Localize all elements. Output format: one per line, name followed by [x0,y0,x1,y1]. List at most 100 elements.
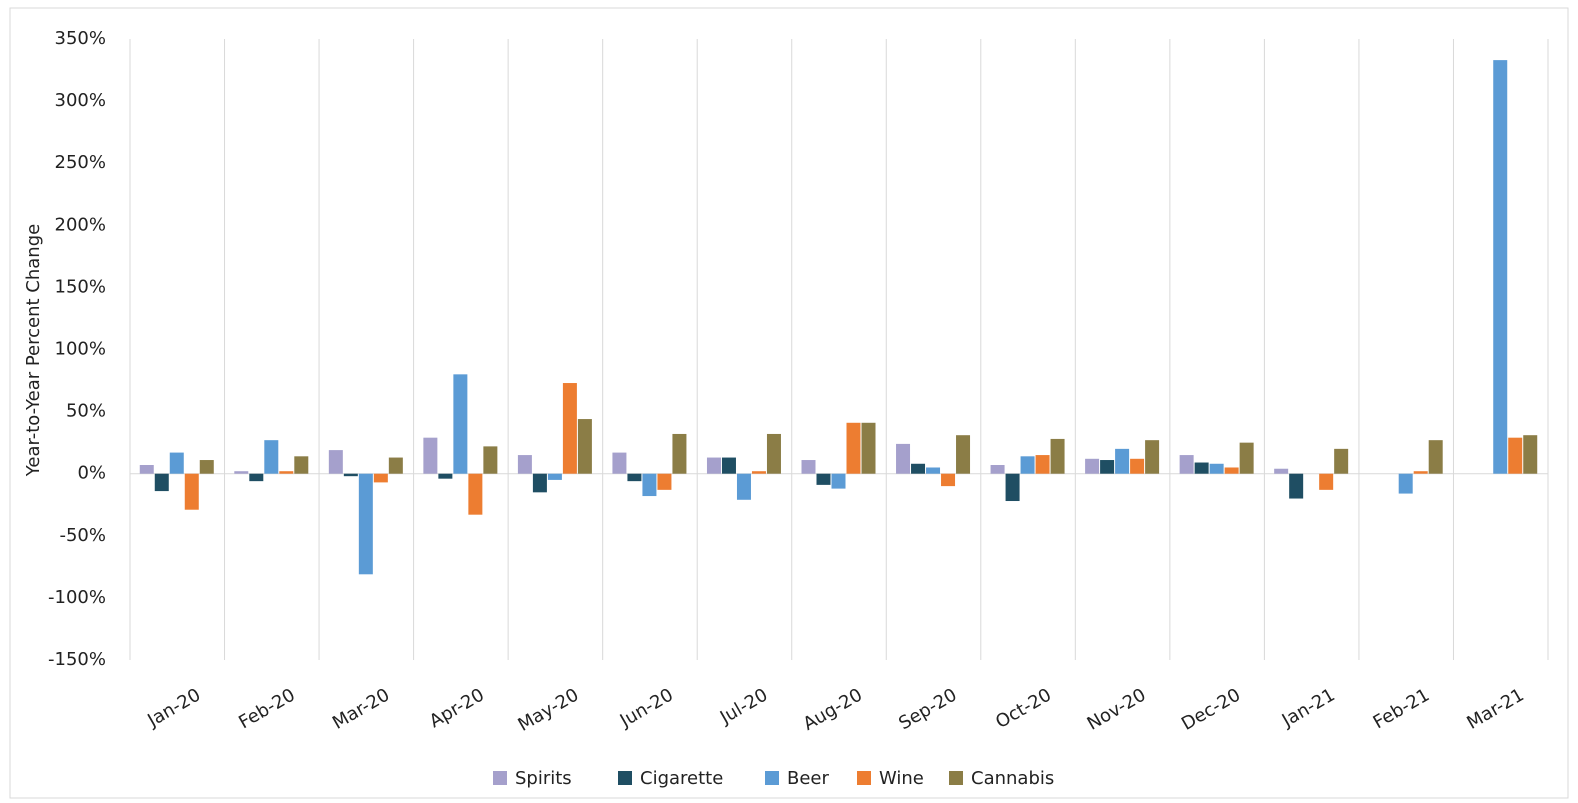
bar [1130,458,1145,474]
bar [139,465,154,474]
bar [279,471,294,474]
bar [831,473,846,489]
x-tick-label: Aug-20 [800,684,866,734]
bar [766,433,781,474]
bar [199,460,214,474]
bar [612,452,627,474]
bar [861,422,876,474]
bar [721,457,736,474]
chart-border [9,7,1569,799]
legend-label: Cannabis [971,768,1054,789]
bar [358,473,373,575]
bar [751,471,766,474]
bar [577,419,592,474]
bar [468,473,483,515]
bar [1085,458,1100,474]
bar [1115,448,1130,474]
bar [911,463,926,474]
bar [1100,460,1115,474]
x-tick-label: Jun-20 [616,684,677,731]
bar [154,473,169,492]
y-tick-label: 350% [55,28,106,49]
bar [294,456,309,474]
x-tick-label: Apr-20 [426,684,488,732]
legend-swatch [618,771,632,785]
x-tick-label: Dec-20 [1178,684,1244,734]
bar [1145,440,1160,474]
bar [483,446,498,474]
y-tick-label: 200% [55,214,106,235]
bar [453,374,468,474]
bar [956,435,971,474]
x-tick-label: Nov-20 [1084,684,1150,734]
x-tick-label: Mar-20 [329,684,393,733]
bar [846,422,861,474]
legend-swatch [949,771,963,785]
bar [706,457,721,474]
bar [1319,473,1334,490]
bar [517,455,532,474]
bar [1508,437,1523,474]
bar [1289,473,1304,499]
y-tick-label: 0% [77,463,106,484]
bar [990,465,1005,474]
legend-swatch [765,771,779,785]
x-tick-label: Feb-20 [235,684,299,733]
bar [1179,455,1194,474]
x-tick-label: Jan-20 [143,684,204,731]
bar [249,473,264,482]
bar [1224,467,1239,474]
y-axis-label: Year-to-Year Percent Change [23,224,44,477]
bar [896,443,911,474]
x-tick-label: Jan-21 [1278,684,1339,731]
bar [373,473,388,483]
x-tick-label: Mar-21 [1463,684,1527,733]
bar [801,460,816,474]
bar [1050,438,1065,474]
bar [423,437,438,474]
legend-label: Cigarette [640,768,723,789]
y-tick-label: -150% [48,649,106,670]
bar [627,473,642,482]
bar [343,473,358,477]
bar [169,452,184,474]
bar [438,473,453,479]
legend-label: Wine [879,768,924,789]
bar [547,473,562,480]
bar [1334,448,1349,474]
x-tick-label: Feb-21 [1370,684,1434,733]
bar [1239,442,1254,474]
bar [264,440,279,474]
x-tick-label: May-20 [514,684,582,735]
bar [1005,473,1020,502]
x-tick-label: Jul-20 [716,684,772,728]
y-tick-label: -100% [48,587,106,608]
bar [1413,471,1428,474]
bar [941,473,956,487]
bar [642,473,657,497]
y-tick-label: 250% [55,152,106,173]
bar [1035,455,1050,474]
x-tick-label: Sep-20 [895,684,960,734]
y-tick-label: 100% [55,339,106,360]
bar [1428,440,1443,474]
bar [328,450,343,474]
bar [1523,435,1538,474]
bar [562,383,577,474]
bar [736,473,751,500]
bar [1020,456,1035,474]
y-tick-label: -50% [59,525,106,546]
legend-swatch [493,771,507,785]
bar [1209,463,1224,474]
bar [816,473,831,485]
bar [1398,473,1413,494]
bar [1194,462,1209,474]
bar [234,471,249,474]
legend-label: Spirits [515,768,572,789]
bar [388,457,403,474]
y-tick-label: 150% [55,276,106,297]
y-tick-label: 300% [55,90,106,111]
bar [1493,60,1508,474]
bar [672,433,687,474]
